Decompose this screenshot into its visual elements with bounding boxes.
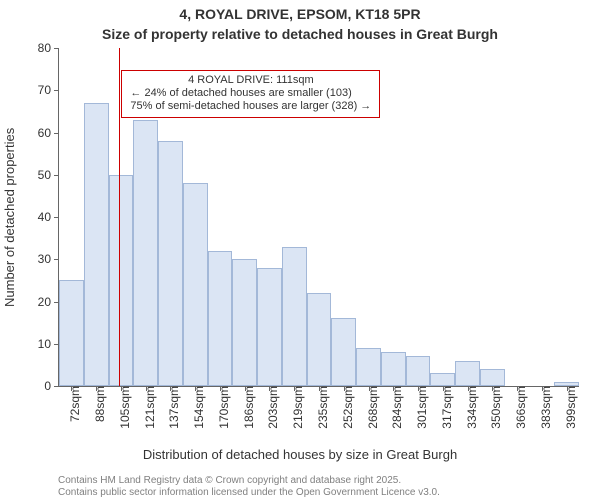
- histogram-bar: [133, 120, 158, 386]
- ytick-label: 10: [38, 337, 59, 351]
- histogram-bar: [331, 318, 356, 386]
- xtick-label: 235sqm: [308, 386, 330, 429]
- histogram-chart: 4, ROYAL DRIVE, EPSOM, KT18 5PR Size of …: [0, 0, 600, 500]
- histogram-bar: [455, 361, 480, 386]
- histogram-bar: [109, 175, 134, 386]
- ytick-label: 30: [38, 252, 59, 266]
- xtick-label: 350sqm: [481, 386, 503, 429]
- xtick-label: 88sqm: [85, 386, 107, 422]
- histogram-bar: [381, 352, 406, 386]
- ytick-label: 0: [44, 379, 59, 393]
- ytick-label: 80: [38, 41, 59, 55]
- xtick-label: 334sqm: [457, 386, 479, 429]
- annotation-line2: ← 24% of detached houses are smaller (10…: [130, 87, 371, 100]
- plot-area: 4 ROYAL DRIVE: 111sqm ← 24% of detached …: [58, 48, 579, 387]
- marker-line: [119, 48, 120, 386]
- annotation-line3: 75% of semi-detached houses are larger (…: [130, 100, 371, 113]
- ytick-label: 50: [38, 168, 59, 182]
- histogram-bar: [232, 259, 257, 386]
- xtick-label: 268sqm: [358, 386, 380, 429]
- histogram-bar: [307, 293, 332, 386]
- ytick-label: 70: [38, 83, 59, 97]
- histogram-bar: [208, 251, 233, 386]
- xtick-label: 72sqm: [60, 386, 82, 422]
- ytick-label: 20: [38, 295, 59, 309]
- xtick-label: 301sqm: [407, 386, 429, 429]
- histogram-bar: [59, 280, 84, 386]
- xtick-label: 366sqm: [506, 386, 528, 429]
- histogram-bar: [356, 348, 381, 386]
- ytick-label: 40: [38, 210, 59, 224]
- xtick-label: 137sqm: [159, 386, 181, 429]
- chart-title-line1: 4, ROYAL DRIVE, EPSOM, KT18 5PR: [0, 6, 600, 22]
- histogram-bar: [406, 356, 431, 386]
- histogram-bar: [480, 369, 505, 386]
- xtick-label: 399sqm: [556, 386, 578, 429]
- histogram-bar: [183, 183, 208, 386]
- xtick-label: 121sqm: [135, 386, 157, 429]
- xtick-label: 203sqm: [258, 386, 280, 429]
- xtick-label: 383sqm: [531, 386, 553, 429]
- ytick-label: 60: [38, 126, 59, 140]
- annotation-box: 4 ROYAL DRIVE: 111sqm ← 24% of detached …: [121, 70, 380, 118]
- xtick-label: 170sqm: [209, 386, 231, 429]
- xtick-label: 317sqm: [432, 386, 454, 429]
- xtick-label: 284sqm: [382, 386, 404, 429]
- histogram-bar: [84, 103, 109, 386]
- annotation-line1: 4 ROYAL DRIVE: 111sqm: [130, 74, 371, 87]
- xtick-label: 252sqm: [333, 386, 355, 429]
- xtick-label: 154sqm: [184, 386, 206, 429]
- histogram-bar: [158, 141, 183, 386]
- histogram-bar: [282, 247, 307, 386]
- x-axis-label: Distribution of detached houses by size …: [0, 447, 600, 462]
- y-axis-label: Number of detached properties: [2, 127, 17, 306]
- histogram-bar: [257, 268, 282, 386]
- xtick-label: 105sqm: [110, 386, 132, 429]
- xtick-label: 186sqm: [234, 386, 256, 429]
- chart-title-line2: Size of property relative to detached ho…: [0, 26, 600, 42]
- footnote: Contains HM Land Registry data © Crown c…: [58, 475, 440, 498]
- histogram-bar: [430, 373, 455, 386]
- xtick-label: 219sqm: [283, 386, 305, 429]
